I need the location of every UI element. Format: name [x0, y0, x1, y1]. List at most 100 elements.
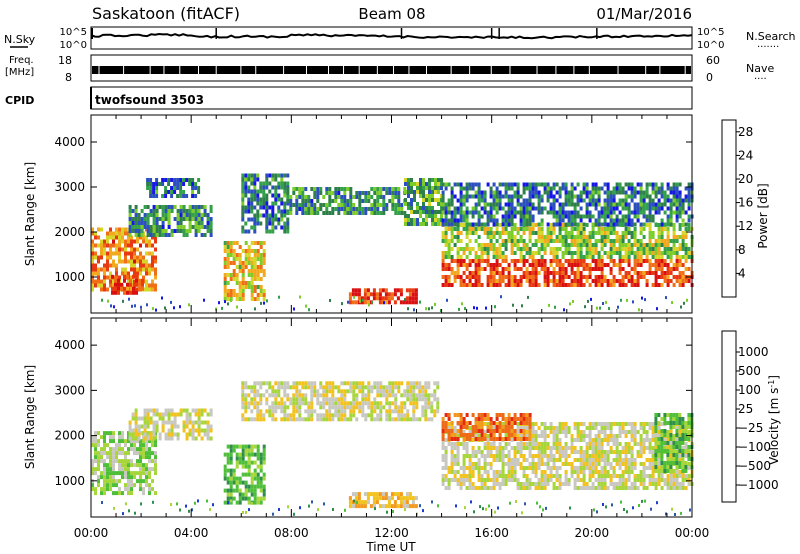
heatmap-cell	[564, 426, 568, 430]
heatmap-cell	[492, 279, 496, 283]
heatmap-cell	[280, 405, 284, 410]
heatmap-cell	[591, 214, 595, 219]
heatmap-cell	[410, 186, 413, 190]
heatmap-cell	[413, 218, 416, 222]
heatmap-cell	[143, 416, 147, 421]
heatmap-cell	[492, 214, 496, 219]
heatmap-cell	[609, 255, 613, 259]
heatmap-cell	[510, 478, 514, 482]
heatmap-cell	[103, 267, 106, 272]
heatmap-cell	[666, 214, 670, 219]
heatmap-cell	[253, 269, 257, 273]
heatmap-cell	[654, 190, 658, 195]
heatmap-cell	[158, 412, 162, 417]
heatmap-cell	[555, 283, 559, 287]
heatmap-cell	[253, 285, 257, 289]
heatmap-cell	[636, 283, 640, 287]
heatmap-cell	[573, 227, 577, 231]
heatmap-cell	[229, 289, 233, 293]
heatmap-cell	[477, 190, 481, 195]
heatmap-cell	[618, 218, 622, 223]
heatmap-cell	[636, 210, 640, 215]
heatmap-cell	[130, 275, 133, 280]
heatmap-cell	[504, 255, 508, 259]
heatmap-cell	[498, 283, 502, 287]
heatmap-cell	[531, 426, 535, 430]
heatmap-cell	[498, 182, 502, 187]
heatmap-cell	[316, 207, 320, 211]
heatmap-cell	[394, 195, 398, 199]
heatmap-cell	[573, 222, 577, 227]
heatmap-cell	[609, 210, 613, 215]
heatmap-cell	[450, 259, 454, 263]
heatmap-cell	[471, 231, 475, 235]
heatmap-cell	[101, 298, 103, 302]
heatmap-cell	[672, 194, 676, 199]
heatmap-cell	[606, 222, 610, 227]
heatmap-cell	[519, 251, 523, 255]
heatmap-cell	[480, 283, 484, 287]
heatmap-cell	[410, 190, 413, 194]
heatmap-cell	[501, 259, 505, 263]
date-title: 01/Mar/2016	[596, 5, 692, 23]
heatmap-cell	[109, 487, 112, 492]
heatmap-cell	[283, 409, 287, 414]
heatmap-cell	[121, 259, 124, 264]
heatmap-cell	[489, 243, 493, 247]
heatmap-cell	[555, 255, 559, 259]
heatmap-cell	[200, 221, 204, 225]
heatmap-cell	[453, 442, 457, 446]
heatmap-cell	[456, 450, 460, 454]
heatmap-cell	[501, 462, 505, 466]
heatmap-cell	[418, 381, 422, 386]
heatmap-cell	[654, 271, 658, 275]
heatmap-cell	[440, 222, 443, 226]
heatmap-cell	[627, 231, 631, 235]
heatmap-cell	[462, 470, 466, 474]
heatmap-cell	[675, 263, 679, 267]
heatmap-cell	[534, 251, 538, 255]
heatmap-cell	[579, 263, 583, 267]
heatmap-cell	[522, 202, 526, 207]
heatmap-cell	[681, 283, 685, 287]
heatmap-cell	[639, 247, 643, 251]
heatmap-cell	[672, 186, 676, 191]
heatmap-cell	[209, 436, 213, 441]
heatmap-cell	[422, 218, 425, 222]
heatmap-cell	[492, 251, 496, 255]
heatmap-cell	[612, 263, 616, 267]
heatmap-cell	[179, 205, 183, 209]
heatmap-cell	[241, 444, 245, 449]
heatmap-cell	[618, 458, 622, 462]
heatmap-cell	[118, 259, 121, 264]
heatmap-cell	[316, 199, 320, 203]
heatmap-cell	[675, 202, 679, 207]
heatmap-cell	[645, 243, 649, 247]
heatmap-cell	[525, 247, 529, 251]
heatmap-cell	[229, 277, 233, 281]
heatmap-cell	[154, 471, 157, 476]
heatmap-cell	[143, 221, 147, 225]
heatmap-cell	[681, 275, 685, 279]
heatmap-cell	[283, 381, 287, 386]
heatmap-cell	[579, 198, 583, 203]
heatmap-cell	[594, 466, 598, 470]
heatmap-cell	[274, 393, 278, 398]
heatmap-cell	[253, 173, 257, 178]
heatmap-cell	[549, 466, 553, 470]
heatmap-cell	[639, 259, 643, 263]
heatmap-cell	[247, 385, 251, 390]
heatmap-cell	[112, 455, 115, 460]
heatmap-cell	[660, 259, 664, 263]
heatmap-cell	[594, 454, 598, 458]
heatmap-cell	[543, 235, 547, 239]
heatmap-cell	[268, 189, 272, 194]
heatmap-cell	[109, 231, 112, 236]
heatmap-cell	[185, 209, 189, 213]
heatmap-cell	[376, 401, 380, 406]
heatmap-cell	[570, 474, 574, 478]
heatmap-cell	[91, 247, 94, 252]
heatmap-cell	[430, 409, 434, 414]
heatmap-cell	[630, 454, 634, 458]
heatmap-cell	[280, 397, 284, 402]
